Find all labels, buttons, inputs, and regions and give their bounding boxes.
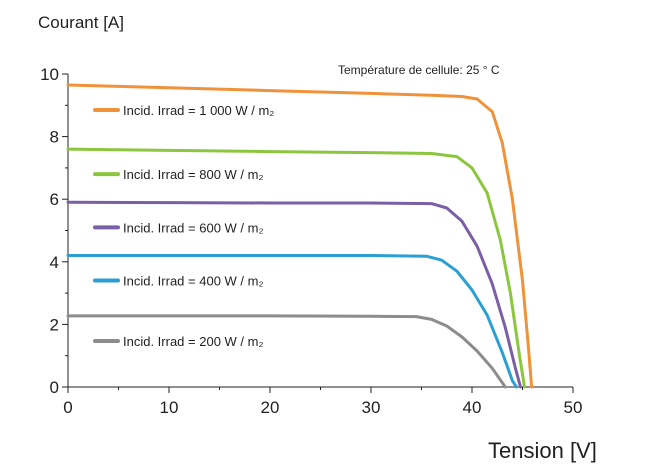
series-line [66, 147, 526, 389]
series-line [66, 314, 507, 389]
series-line [66, 83, 534, 389]
x-tick-label: 40 [463, 398, 482, 417]
y-axis-label: Courant [A] [38, 13, 124, 32]
x-tick-label: 10 [160, 398, 179, 417]
axes: 0 10 20 30 40 50 0 2 4 6 8 10 [40, 65, 582, 417]
x-tick-label: 20 [261, 398, 280, 417]
y-tick-label: 8 [50, 128, 59, 147]
legend-label: Incid. Irrad = 1 000 W / m₂ [123, 103, 274, 118]
y-tick-label: 6 [50, 190, 59, 209]
legend-label: Incid. Irrad = 800 W / m₂ [123, 167, 264, 182]
legend-label: Incid. Irrad = 400 W / m₂ [123, 274, 264, 289]
legend-label: Incid. Irrad = 600 W / m₂ [123, 220, 264, 235]
series-line [66, 200, 522, 389]
y-tick-label: 2 [50, 315, 59, 334]
x-tick-label: 50 [564, 398, 583, 417]
legend: Incid. Irrad = 1 000 W / m₂ Incid. Irrad … [93, 103, 274, 349]
y-tick-label: 0 [50, 378, 59, 397]
y-tick-label: 4 [50, 253, 59, 272]
temperature-annotation: Température de cellule: 25 ° C [338, 63, 500, 77]
curves [66, 83, 534, 389]
series-line [66, 254, 518, 389]
legend-label: Incid. Irrad = 200 W / m₂ [123, 334, 264, 349]
y-tick-label: 10 [40, 65, 59, 84]
x-axis-label: Tension [V] [488, 438, 597, 463]
x-tick-label: 0 [63, 398, 72, 417]
x-tick-label: 30 [362, 398, 381, 417]
